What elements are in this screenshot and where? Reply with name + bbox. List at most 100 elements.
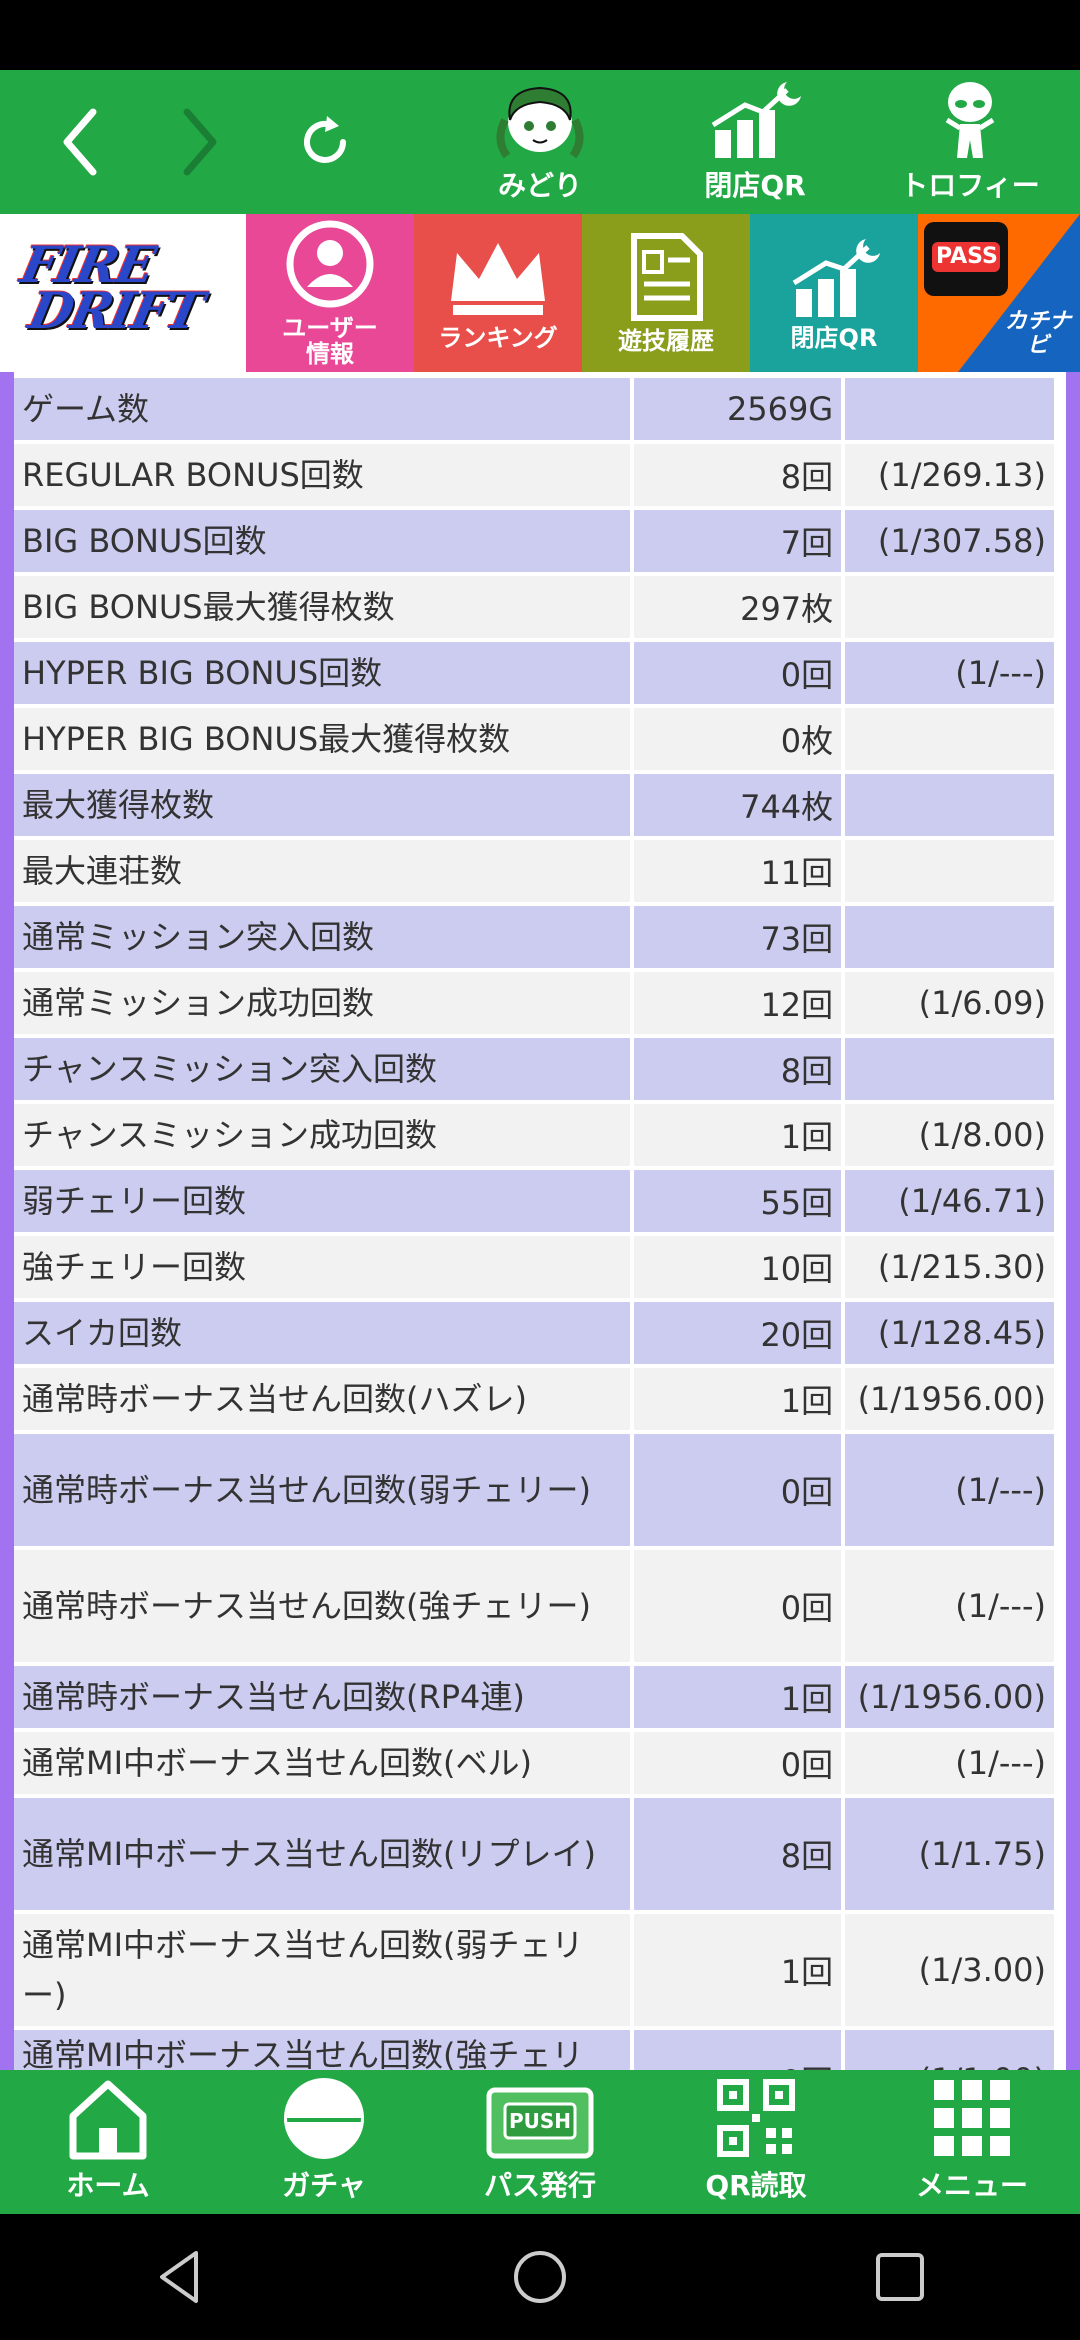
status-bar [0,0,1080,70]
row-value: 1回 [634,1914,846,2030]
ranking-tile[interactable]: ランキング [414,214,582,372]
row-probability: (1/---) [845,642,1054,708]
row-value: 8回 [634,1798,846,1914]
home-icon [69,2080,147,2160]
table-row: REGULAR BONUS回数 8回 (1/269.13) [14,444,1054,510]
closing-qr-button[interactable]: 閉店QR [670,70,840,214]
push-pass-icon: PUSH [486,2087,594,2159]
midori-button[interactable]: みどり [455,70,625,214]
kachi-navi-tile[interactable]: PASS カチナビ [918,214,1080,372]
pass-badge-icon [924,214,1080,372]
pass-issue-button[interactable]: PUSH パス発行 [432,2070,648,2214]
closing-qr-tile[interactable]: 閉店QR [750,214,918,372]
row-label: 通常MI中ボーナス当せん回数(弱チェリー) [14,1914,635,2030]
table-row: チャンスミッション突入回数 8回 [14,1038,1054,1104]
trophy-button[interactable]: トロフィー [885,70,1055,214]
row-label: ゲーム数 [14,378,635,444]
table-row: HYPER BIG BONUS回数 0回 (1/---) [14,642,1054,708]
row-value: 0枚 [634,708,846,774]
forward-button[interactable] [160,70,240,214]
gacha-capsule-icon [284,2078,364,2159]
row-value: 10回 [634,1236,846,1302]
row-probability [845,378,1054,444]
row-label: 最大獲得枚数 [14,774,635,840]
gacha-label: ガチャ [282,2169,366,2202]
row-value: 0回 [634,2030,846,2070]
qr-scan-button[interactable]: QR読取 [648,2070,864,2214]
row-label: 通常時ボーナス当せん回数(弱チェリー) [14,1434,635,1550]
stats-table: ゲーム数 2569G REGULAR BONUS回数 8回 (1/269.13) BIG … [14,378,1054,2070]
row-probability: (1/1.75) [845,1798,1054,1914]
table-row: 強チェリー回数 10回 (1/215.30) [14,1236,1054,1302]
document-icon [631,233,703,321]
user-info-tile[interactable]: ユーザー 情報 [246,214,414,372]
home-button[interactable]: ホーム [0,2070,216,2214]
row-value: 0回 [634,1434,846,1550]
row-label: スイカ回数 [14,1302,635,1368]
row-probability [845,1038,1054,1104]
table-row: BIG BONUS回数 7回 (1/307.58) [14,510,1054,576]
android-back-icon[interactable] [150,2247,210,2307]
pass-issue-label: パス発行 [483,2169,596,2202]
top-toolbar: みどり 閉店QR トロフィー [0,70,1080,214]
gacha-button[interactable]: ガチャ [216,2070,432,2214]
table-row: 通常ミッション成功回数 12回 (1/6.09) [14,972,1054,1038]
row-label: HYPER BIG BONUS最大獲得枚数 [14,708,635,774]
row-value: 12回 [634,972,846,1038]
closing-qr-tile-label: 閉店QR [790,324,878,352]
fire-drift-logo[interactable]: FIRE DRIFT [0,214,246,372]
midori-label: みどり [497,169,582,202]
row-label: 通常時ボーナス当せん回数(RP4連) [14,1666,635,1732]
row-probability: (1/46.71) [845,1170,1054,1236]
row-value: 1回 [634,1104,846,1170]
row-label: 通常ミッション成功回数 [14,972,635,1038]
trophy-alien-icon [945,82,995,158]
menu-label: メニュー [915,2169,1028,2202]
row-probability: (1/---) [845,1434,1054,1550]
row-value: 0回 [634,1550,846,1666]
svg-text:PUSH: PUSH [509,2109,571,2133]
row-value: 7回 [634,510,846,576]
row-probability: (1/---) [845,1732,1054,1798]
row-probability: (1/---) [845,1550,1054,1666]
kachi-navi-label: カチナビ [1004,309,1071,358]
reload-button[interactable] [280,70,370,214]
pass-label: PASS [936,244,998,269]
row-value: 55回 [634,1170,846,1236]
table-row: HYPER BIG BONUS最大獲得枚数 0枚 [14,708,1054,774]
user-info-label-2: 情報 [306,340,354,368]
reload-icon [304,116,346,163]
qr-scan-icon [717,2079,795,2157]
grid-menu-icon [934,2080,1010,2156]
back-button[interactable] [40,70,120,214]
row-value: 8回 [634,1038,846,1104]
row-label: BIG BONUS最大獲得枚数 [14,576,635,642]
row-label: チャンスミッション突入回数 [14,1038,635,1104]
row-label: 通常MI中ボーナス当せん回数(ベル) [14,1732,635,1798]
row-label: BIG BONUS回数 [14,510,635,576]
play-history-tile[interactable]: 遊技履歴 [582,214,750,372]
row-probability: (1/269.13) [845,444,1054,510]
row-probability: (1/6.09) [845,972,1054,1038]
row-label: 通常MI中ボーナス当せん回数(強チェリー) [14,2030,635,2070]
table-row: 通常MI中ボーナス当せん回数(ベル) 0回 (1/---) [14,1732,1054,1798]
row-probability: (1/8.00) [845,1104,1054,1170]
row-value: 1回 [634,1666,846,1732]
table-row: スイカ回数 20回 (1/128.45) [14,1302,1054,1368]
table-row: 最大獲得枚数 744枚 [14,774,1054,840]
row-value: 2569G [634,378,846,444]
row-probability [845,774,1054,840]
row-probability: (1/215.30) [845,1236,1054,1302]
row-value: 744枚 [634,774,846,840]
bottom-navigation: ホーム ガチャ PUSH パス発行 QR読取 メニュー [0,2070,1080,2214]
row-probability: (1/307.58) [845,510,1054,576]
android-home-icon[interactable] [510,2247,570,2307]
android-recents-icon[interactable] [870,2247,930,2307]
row-value: 0回 [634,1732,846,1798]
user-info-label-1: ユーザー [282,314,378,342]
menu-button[interactable]: メニュー [864,2070,1080,2214]
android-nav-bar [0,2214,1080,2340]
table-row: 通常MI中ボーナス当せん回数(強チェリー)0回(1/1.00) [14,2030,1054,2070]
row-label: REGULAR BONUS回数 [14,444,635,510]
row-label: 通常時ボーナス当せん回数(強チェリー) [14,1550,635,1666]
